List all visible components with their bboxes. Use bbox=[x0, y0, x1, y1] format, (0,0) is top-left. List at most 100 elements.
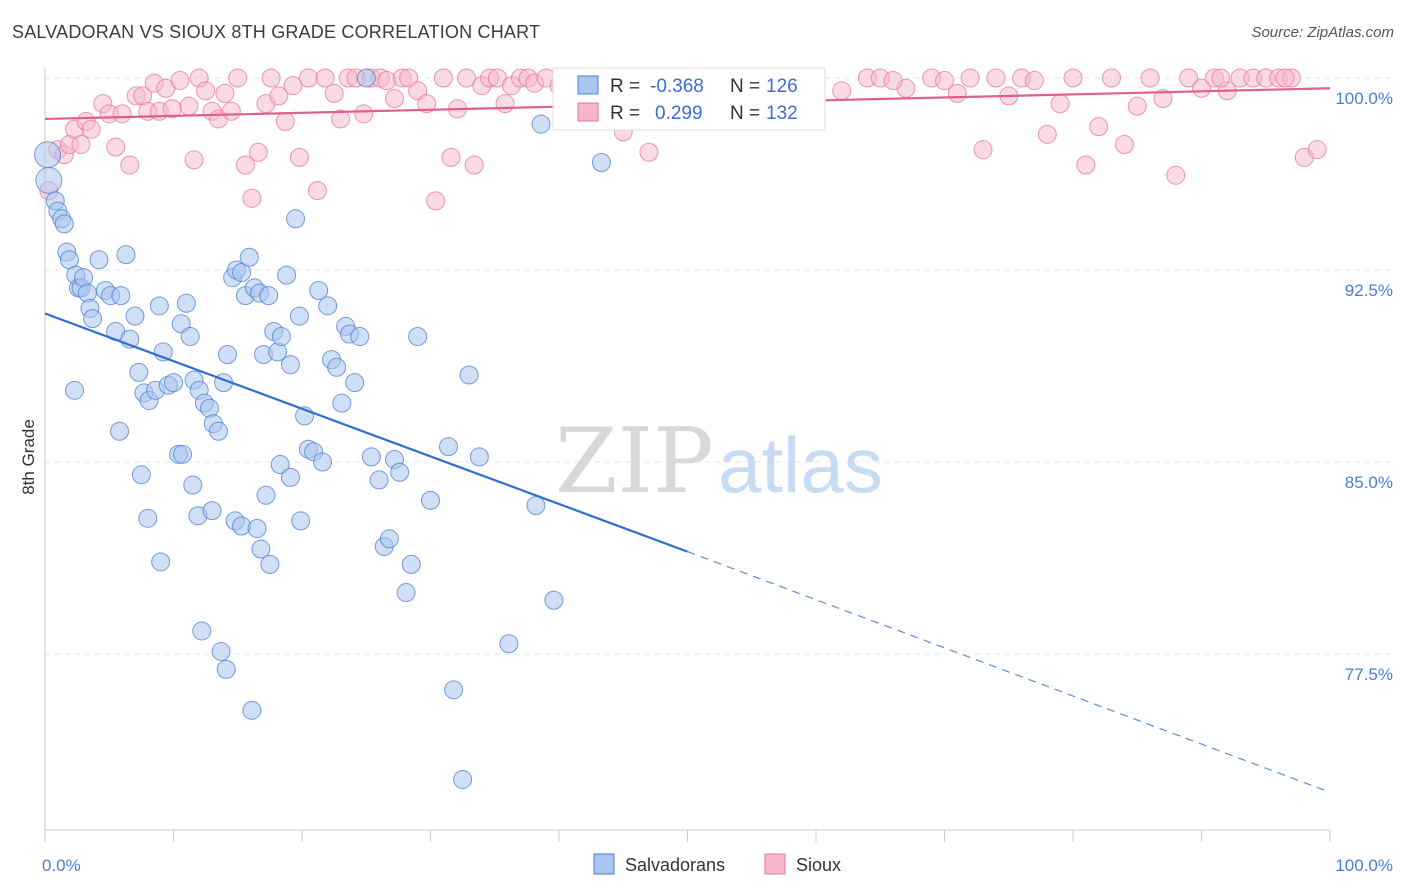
salvadoran-point-88 bbox=[183, 475, 203, 495]
salvadoran-point-71 bbox=[350, 327, 370, 347]
salvadoran-trend-extension bbox=[687, 551, 1331, 793]
salvadoran-point-0 bbox=[34, 141, 62, 169]
sioux-point-35 bbox=[269, 86, 289, 106]
axes bbox=[44, 68, 1331, 842]
sioux-point-109 bbox=[1179, 68, 1199, 88]
sioux-point-120 bbox=[883, 71, 903, 91]
sioux-point-28 bbox=[221, 101, 241, 121]
legend-n-value-2: 132 bbox=[766, 103, 798, 124]
salvadoran-point-30 bbox=[164, 373, 183, 393]
salvadoran-point-55 bbox=[277, 265, 297, 285]
salvadoran-point-86 bbox=[151, 552, 171, 572]
sioux-point-98 bbox=[1037, 124, 1057, 144]
salvadoran-point-93 bbox=[216, 659, 236, 679]
sioux-point-121 bbox=[935, 71, 954, 91]
legend-n-label-2: N = bbox=[730, 103, 760, 124]
sioux-point-24 bbox=[196, 81, 216, 101]
salvadoran-point-98 bbox=[251, 539, 271, 559]
salvadoran-point-15 bbox=[89, 250, 109, 270]
sioux-point-110 bbox=[1192, 78, 1211, 98]
sioux-point-88 bbox=[832, 81, 852, 101]
salvadoran-point-104 bbox=[421, 490, 440, 510]
salvadoran-point-5 bbox=[54, 214, 74, 234]
salvadoran-point-92 bbox=[211, 641, 231, 661]
legend-r-label-2: R = bbox=[610, 103, 640, 124]
series-legend: Salvadorans Sioux bbox=[593, 853, 841, 875]
y-axis-label: 8th Grade bbox=[19, 419, 38, 495]
salvadoran-point-27 bbox=[149, 296, 169, 316]
sioux-point-102 bbox=[1089, 117, 1109, 137]
salvadoran-point-100 bbox=[260, 554, 280, 574]
salvadoran-point-84 bbox=[131, 465, 151, 485]
y-tick-labels: 100.0% 92.5% 85.0% 77.5% bbox=[1335, 89, 1393, 684]
salvadoran-point-64 bbox=[318, 296, 338, 316]
salvadoran-point-20 bbox=[116, 245, 136, 265]
salvadoran-point-99 bbox=[256, 485, 276, 505]
salvadoran-point-23 bbox=[129, 362, 149, 382]
salvadoran-point-110 bbox=[499, 634, 519, 654]
x-tick-label-0: 0.0% bbox=[42, 856, 81, 875]
sioux-point-27 bbox=[215, 83, 235, 103]
legend-n-label-1: N = bbox=[730, 76, 760, 97]
salvadoran-point-96 bbox=[242, 700, 262, 720]
sioux-point-101 bbox=[1076, 155, 1096, 175]
salvadoran-point-14 bbox=[83, 309, 103, 329]
sioux-point-104 bbox=[1114, 135, 1134, 155]
salvadoran-point-1 bbox=[35, 166, 63, 194]
salvadoran-point-107 bbox=[453, 769, 473, 789]
sioux-point-64 bbox=[495, 94, 515, 114]
salvadoran-point-62 bbox=[309, 280, 329, 300]
salvadoran-point-76 bbox=[379, 529, 399, 549]
salvadoran-point-103 bbox=[291, 511, 311, 531]
salvadoran-point-57 bbox=[286, 209, 306, 229]
salvadoran-point-85 bbox=[138, 508, 158, 528]
salvadoran-point-66 bbox=[327, 357, 347, 377]
sioux-point-42 bbox=[324, 83, 344, 103]
sioux-point-105 bbox=[1127, 96, 1147, 116]
legend-swatch-sioux-bottom bbox=[764, 853, 786, 875]
salvadoran-point-19 bbox=[111, 286, 131, 306]
sioux-point-108 bbox=[1166, 165, 1186, 185]
legend-r-value-2: 0.299 bbox=[655, 103, 703, 124]
salvadoran-point-51 bbox=[259, 286, 279, 306]
salvadoran-point-80 bbox=[401, 554, 421, 574]
sioux-point-56 bbox=[433, 68, 453, 88]
legend-swatch-sioux bbox=[577, 102, 599, 122]
salvadoran-point-72 bbox=[356, 68, 376, 88]
salvadoran-point-33 bbox=[176, 293, 196, 313]
salvadoran-point-42 bbox=[217, 344, 237, 364]
salvadoran-point-79 bbox=[396, 583, 416, 603]
y-tick-label-0: 100.0% bbox=[1335, 89, 1393, 108]
y-tick-label-2: 85.0% bbox=[1345, 473, 1393, 492]
salvadoran-point-113 bbox=[544, 590, 564, 610]
salvadoran-point-112 bbox=[531, 114, 551, 134]
legend-swatch-salvadorans-bottom bbox=[593, 853, 615, 875]
sioux-point-54 bbox=[417, 94, 437, 114]
salvadoran-point-108 bbox=[459, 365, 479, 385]
sioux-point-125 bbox=[1275, 68, 1295, 88]
sioux-point-30 bbox=[235, 155, 255, 175]
sioux-point-106 bbox=[1140, 68, 1160, 88]
salvadoran-point-70 bbox=[345, 373, 365, 393]
sioux-point-41 bbox=[315, 68, 335, 88]
salvadoran-point-83 bbox=[110, 421, 130, 441]
sioux-point-94 bbox=[960, 68, 980, 88]
salvadoran-point-34 bbox=[180, 327, 200, 347]
sioux-point-43 bbox=[331, 109, 351, 129]
sioux-point-60 bbox=[464, 155, 484, 175]
sioux-point-99 bbox=[1050, 94, 1070, 114]
sioux-point-32 bbox=[248, 142, 268, 162]
salvadoran-point-87 bbox=[172, 444, 192, 464]
sioux-point-22 bbox=[184, 150, 204, 170]
salvadoran-point-63 bbox=[313, 452, 333, 472]
salvadoran-point-91 bbox=[202, 501, 222, 521]
legend-n-value-1: 126 bbox=[766, 76, 798, 97]
sioux-point-59 bbox=[456, 68, 476, 88]
sioux-point-40 bbox=[307, 181, 327, 201]
sioux-point-20 bbox=[170, 71, 190, 91]
salvadoran-point-90 bbox=[192, 621, 212, 641]
legend-r-label-1: R = bbox=[610, 76, 640, 97]
y-tick-label-1: 92.5% bbox=[1345, 281, 1393, 300]
legend-label-sioux: Sioux bbox=[796, 855, 841, 875]
